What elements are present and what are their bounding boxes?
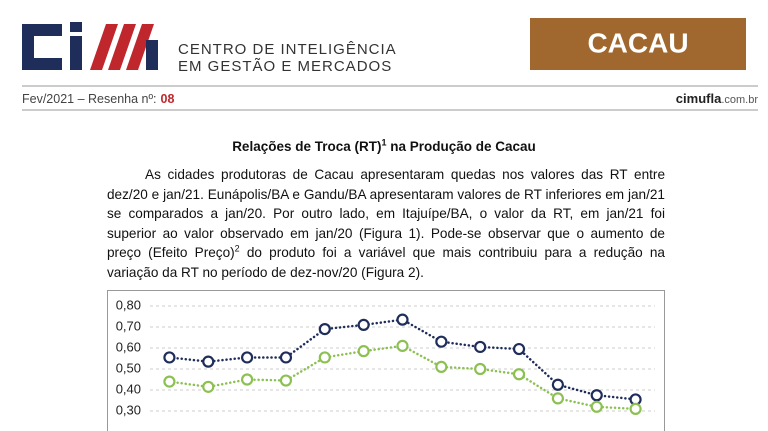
point (396, 339, 409, 352)
point (163, 375, 176, 388)
series-line (168, 344, 637, 411)
logo (22, 22, 158, 70)
site-rest: .com.br (721, 94, 758, 106)
title-text: Relações de Troca (RT) (232, 139, 382, 154)
article-title: Relações de Troca (RT)1 na Produção de C… (0, 137, 768, 154)
point (551, 392, 564, 405)
point (590, 400, 603, 413)
y-tick-label: 0,50 (116, 360, 141, 375)
point (318, 323, 331, 336)
chart-frame (107, 290, 665, 431)
edition-number: 08 (161, 92, 175, 106)
point (202, 380, 215, 393)
edition: Fev/2021 – Resenha nº: 08 (22, 92, 174, 106)
y-tick-label: 0,40 (116, 381, 141, 396)
point (435, 360, 448, 373)
point (241, 351, 254, 364)
point (163, 351, 176, 364)
point (202, 355, 215, 368)
chart: 0,30 0,40 0,50 0,60 0,70 0,80 (116, 297, 655, 417)
point (551, 378, 564, 391)
point (512, 368, 526, 381)
org-line: CENTRO DE INTELIGÊNCIA (178, 41, 397, 58)
point (279, 374, 293, 387)
point (590, 389, 603, 402)
paragraph: As cidades produtoras de Cacau apresenta… (107, 165, 665, 282)
point (474, 340, 487, 354)
paragraph-sup: 2 (234, 243, 240, 254)
y-tick-label: 0,30 (116, 402, 141, 417)
paragraph-text: do produto foi a variável que mais contr… (107, 245, 665, 280)
point (241, 373, 254, 386)
point (396, 313, 409, 326)
site: cimufla.com.br (676, 91, 759, 106)
edition-prefix: Fev/2021 – Resenha nº: (22, 92, 157, 106)
point (629, 402, 642, 415)
point (357, 318, 370, 331)
paragraph-text: As cidades produtoras de Cacau apresenta… (107, 167, 665, 260)
title-rest: na Produção de Cacau (386, 139, 536, 154)
point (279, 351, 293, 364)
point (512, 342, 526, 356)
y-tick-label: 0,60 (116, 339, 141, 354)
y-tick-label: 0,70 (116, 318, 141, 333)
point (435, 335, 448, 348)
point (474, 362, 487, 376)
product: CACAU (587, 27, 688, 58)
org-line: EM GESTÃO E MERCADOS (178, 58, 392, 75)
site-bold: cimufla (676, 91, 722, 106)
point (357, 345, 370, 358)
product-box (530, 18, 746, 70)
series-line (168, 318, 637, 401)
point (318, 351, 331, 364)
title-sup: 1 (381, 137, 387, 148)
y-tick-label: 0,80 (116, 297, 141, 312)
